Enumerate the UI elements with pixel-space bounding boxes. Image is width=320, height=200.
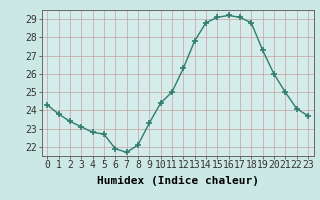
X-axis label: Humidex (Indice chaleur): Humidex (Indice chaleur) xyxy=(97,176,259,186)
